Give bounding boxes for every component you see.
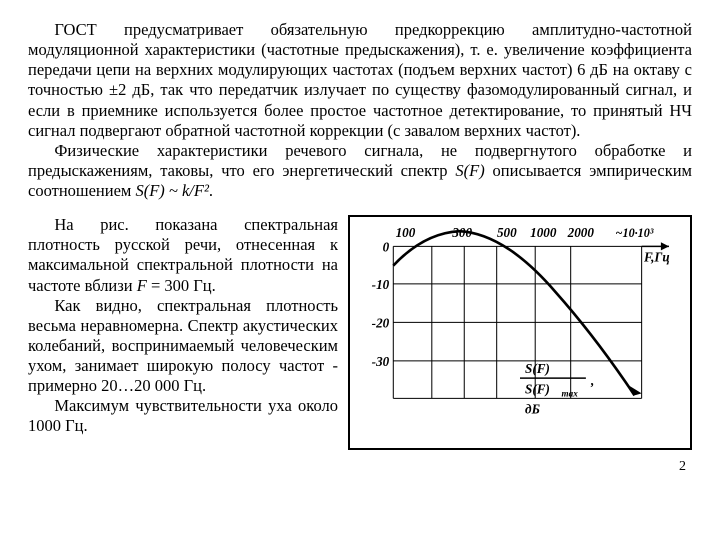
svg-text:S(F): S(F) bbox=[525, 381, 550, 396]
svg-text:300: 300 bbox=[451, 225, 472, 240]
y-labels: 0 -10 -20 -30 bbox=[372, 240, 390, 370]
svg-text:~10·10³: ~10·10³ bbox=[616, 226, 654, 240]
svg-text:2000: 2000 bbox=[567, 225, 595, 240]
left-para-2: Как видно, спектральная плотность весьма… bbox=[28, 296, 338, 397]
svg-text:max: max bbox=[562, 388, 579, 398]
svg-text:1000: 1000 bbox=[530, 225, 557, 240]
svg-text:,: , bbox=[590, 373, 594, 388]
spectral-curve bbox=[393, 231, 634, 395]
svg-text:500: 500 bbox=[497, 225, 517, 240]
lp1-c: = 300 Гц. bbox=[147, 276, 216, 295]
two-column-layout: На рис. показана спектральная плотность … bbox=[28, 215, 692, 450]
x-labels: 100 300 500 1000 2000 ~10·10³ bbox=[396, 225, 654, 240]
left-para-1: На рис. показана спектральная плотность … bbox=[28, 215, 338, 296]
x-axis-label: F,Гц bbox=[643, 250, 670, 265]
spectral-density-chart: 100 300 500 1000 2000 ~10·10³ 0 -10 -20 … bbox=[348, 215, 692, 450]
svg-text:S(F): S(F) bbox=[525, 361, 550, 376]
svg-text:дБ: дБ bbox=[525, 402, 540, 417]
page-number: 2 bbox=[28, 458, 692, 475]
svg-text:-30: -30 bbox=[372, 354, 390, 369]
legend: S(F) S(F) max , дБ bbox=[520, 361, 594, 417]
left-para-3: Максимум чувствительности уха около 1000… bbox=[28, 396, 338, 436]
paragraph-1: ГОСТ предусматривает обязательную предко… bbox=[28, 20, 692, 141]
svg-text:100: 100 bbox=[396, 225, 416, 240]
left-text-column: На рис. показана спектральная плотность … bbox=[28, 215, 338, 450]
p2-b: S(F) bbox=[455, 161, 484, 180]
svg-text:0: 0 bbox=[383, 240, 390, 255]
lp1-b: F bbox=[137, 276, 147, 295]
svg-text:-20: -20 bbox=[372, 316, 390, 331]
p2-e: . bbox=[209, 181, 213, 200]
chart-svg: 100 300 500 1000 2000 ~10·10³ 0 -10 -20 … bbox=[354, 221, 686, 444]
svg-text:-10: -10 bbox=[372, 277, 390, 292]
paragraph-2: Физические характеристики речевого сигна… bbox=[28, 141, 692, 201]
p2-d: S(F) ~ k/F² bbox=[135, 181, 208, 200]
grid bbox=[393, 246, 641, 398]
